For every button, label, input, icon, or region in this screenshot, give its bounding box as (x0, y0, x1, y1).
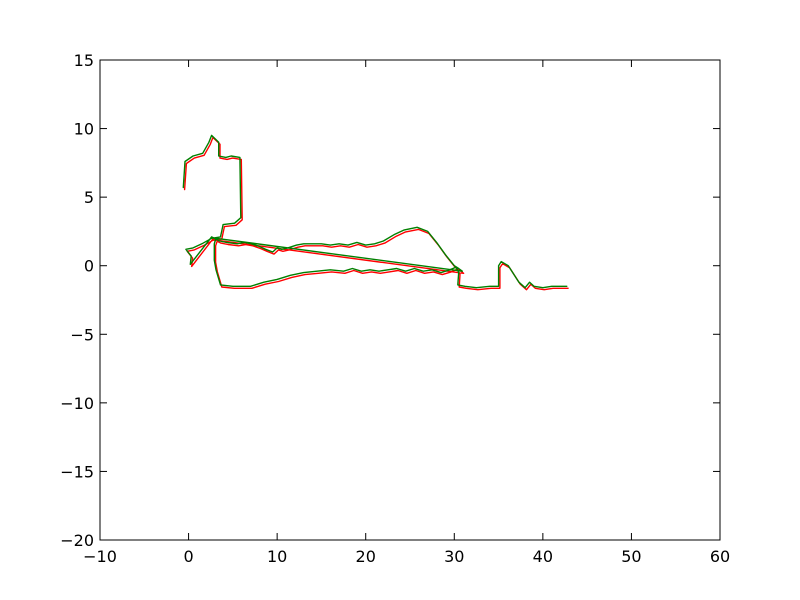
x-tick-label: 40 (533, 547, 553, 566)
series-layer (182, 134, 569, 291)
x-tick-label: 0 (183, 547, 193, 566)
x-tick-label: 50 (621, 547, 641, 566)
y-tick-label: 5 (84, 188, 94, 207)
y-tick-label: 15 (74, 51, 94, 70)
series-line-green (182, 134, 568, 289)
plot-area-frame (99, 59, 721, 541)
x-tick-label: 20 (356, 547, 376, 566)
x-tick-label: 10 (267, 547, 287, 566)
x-tick-label: 30 (444, 547, 464, 566)
y-tick-label: 0 (84, 257, 94, 276)
y-tick-label: 10 (74, 120, 94, 139)
x-tick-label: −10 (83, 547, 117, 566)
series-line-red (183, 136, 569, 291)
y-tick-label: −5 (70, 325, 94, 344)
y-tick-label: −10 (60, 394, 94, 413)
y-tick-label: −15 (60, 462, 94, 481)
x-tick-label: 60 (710, 547, 730, 566)
y-tick-label: −20 (60, 531, 94, 550)
tick-layer: −10 0 10 20 30 40 50 60 −20 −15 −10 −5 0 5 10 15 (60, 51, 730, 566)
